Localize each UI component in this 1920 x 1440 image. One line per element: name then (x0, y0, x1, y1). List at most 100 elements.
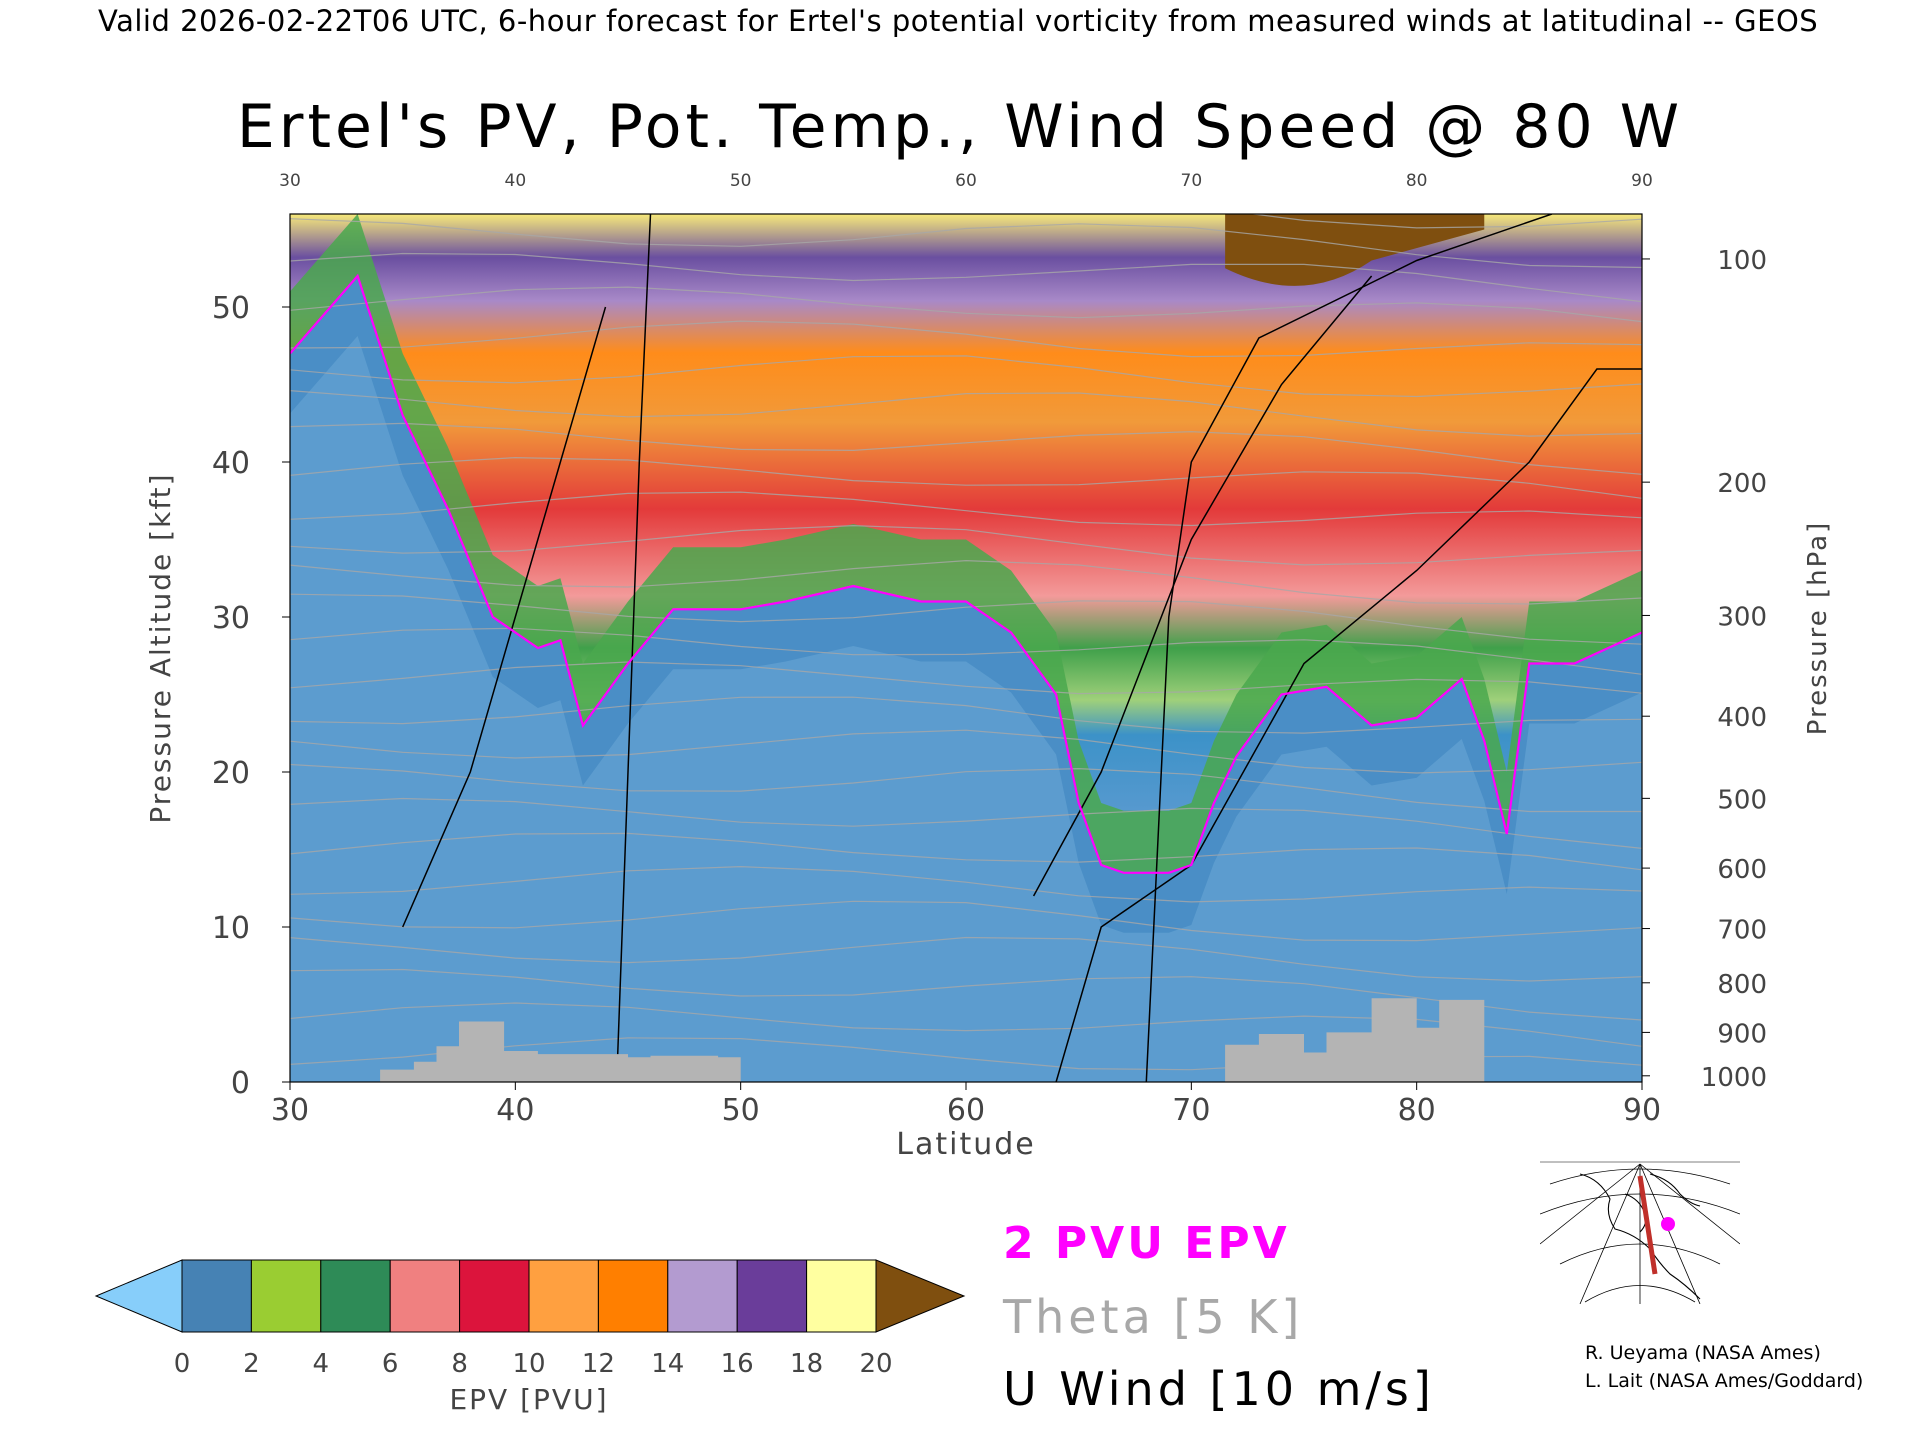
pressure-tick-label: 800 (1717, 970, 1767, 1000)
colorbar-tick-label: 10 (512, 1349, 545, 1379)
colorbar-tick-label: 8 (451, 1349, 468, 1379)
wind-contour (1032, 275, 1373, 897)
y-tick-label: 30 (212, 601, 250, 636)
colorbar-segment (806, 1259, 877, 1333)
pv-2pvu-contour (290, 273, 1642, 874)
theta-contour (290, 865, 1642, 903)
pressure-tick-label: 700 (1717, 916, 1767, 946)
theta-contour (1248, 214, 1642, 229)
legend-pv-label: 2 PVU EPV (1003, 1218, 1290, 1269)
x-top-tick-label: 50 (730, 171, 752, 191)
colorbar-segment (389, 1259, 461, 1333)
inset-map (1540, 1161, 1740, 1304)
pressure-tick-label: 300 (1717, 602, 1767, 632)
pv-troposphere-fill (290, 276, 1642, 1082)
pressure-tick-label: 1000 (1701, 1063, 1767, 1093)
pressure-tick-label: 600 (1717, 855, 1767, 885)
colorbar-segment (528, 1259, 599, 1333)
y-axis-label-right: Pressure [hPa] (1803, 521, 1833, 736)
credit-line-2: L. Lait (NASA Ames/Goddard) (1585, 1370, 1864, 1392)
wind-contour (1145, 214, 1553, 1082)
theta-contour (290, 355, 1642, 398)
theta-contour (290, 763, 1642, 813)
theta-contour (290, 832, 1642, 871)
colorbar-tick-label: 2 (243, 1349, 260, 1379)
y-tick-label: 20 (212, 756, 250, 791)
x-top-tick-label: 60 (955, 171, 977, 191)
theta-contour (290, 696, 1642, 734)
theta-contour (290, 320, 1642, 358)
colorbar-tick-label: 6 (382, 1349, 399, 1379)
theta-contour (290, 524, 1642, 566)
y-tick-label: 0 (231, 1066, 250, 1101)
theta-contour (290, 729, 1642, 774)
x-top-tick-label: 70 (1181, 171, 1203, 191)
colorbar-tick-label: 20 (859, 1349, 892, 1379)
y-tick-label: 40 (212, 446, 250, 481)
pressure-tick-label: 900 (1717, 1019, 1767, 1049)
x-tick-label: 40 (496, 1093, 534, 1128)
terrain (380, 998, 1485, 1082)
x-top-tick-label: 30 (279, 171, 301, 191)
pressure-tick-label: 400 (1717, 703, 1767, 733)
theta-contour (290, 456, 1642, 499)
colorbar-segment (459, 1259, 530, 1333)
pressure-tick-label: 500 (1717, 785, 1767, 815)
theta-contour (290, 252, 1642, 303)
colorbar-extend-high (875, 1259, 966, 1333)
colorbar-segment (250, 1259, 322, 1333)
legend-theta-label: Theta [5 K] (1003, 1290, 1304, 1344)
theta-contour (290, 218, 1642, 269)
theta-contour (290, 390, 1642, 437)
theta-contour (290, 627, 1642, 675)
colorbar-segment (736, 1259, 808, 1333)
x-top-tick-label: 80 (1406, 171, 1428, 191)
credit-line-1: R. Ueyama (NASA Ames) (1585, 1342, 1821, 1364)
y-axis-label-left: Pressure Altitude [kft] (144, 472, 177, 823)
x-top-tick-label: 90 (1631, 171, 1653, 191)
colorbar-tick-label: 0 (174, 1349, 191, 1379)
x-axis-label: Latitude (896, 1127, 1035, 1162)
theta-contour (290, 661, 1642, 695)
legend-wind-label: U Wind [10 m/s] (1003, 1362, 1435, 1416)
forecast-header: Valid 2026-02-22T06 UTC, 6-hour forecast… (98, 4, 1819, 38)
pv-high-cap (1225, 214, 1485, 286)
theta-contour (290, 559, 1642, 605)
theta-contour (290, 286, 1642, 323)
pressure-tick-label: 200 (1717, 469, 1767, 499)
chart-title: Ertel's PV, Pot. Temp., Wind Speed @ 80 … (236, 92, 1684, 162)
theta-contour (290, 797, 1642, 849)
x-tick-label: 80 (1398, 1093, 1436, 1128)
theta-contour (290, 968, 1642, 1021)
x-tick-label: 70 (1172, 1093, 1210, 1128)
x-tick-label: 50 (722, 1093, 760, 1128)
theta-contour (290, 900, 1642, 942)
colorbar-segment (667, 1259, 738, 1333)
x-tick-label: 90 (1623, 1093, 1661, 1128)
x-tick-label: 60 (947, 1093, 985, 1128)
pv-troposphere-shade (290, 336, 1642, 1082)
theta-contour (290, 491, 1642, 527)
pv-transition-band (290, 214, 1642, 872)
colorbar-tick-label: 16 (721, 1349, 754, 1379)
colorbar-segment (597, 1259, 669, 1333)
colorbar-tick-label: 4 (313, 1349, 330, 1379)
colorbar-segment (181, 1259, 252, 1333)
wind-contour (402, 306, 607, 928)
x-tick-label: 30 (271, 1093, 309, 1128)
colorbar-extend-low (94, 1259, 183, 1333)
colorbar-tick-label: 14 (651, 1349, 684, 1379)
wind-contour (1055, 368, 1642, 1082)
colorbar-tick-label: 18 (790, 1349, 823, 1379)
y-tick-label: 10 (212, 911, 250, 946)
theta-contour (290, 422, 1642, 475)
wind-contour (615, 214, 652, 1082)
pressure-tick-label: 100 (1717, 246, 1767, 276)
inset-marker (1661, 1217, 1675, 1231)
colorbar-tick-label: 12 (582, 1349, 615, 1379)
x-top-tick-label: 40 (505, 171, 527, 191)
inset-section-line (1637, 1175, 1658, 1275)
colorbar-segment (320, 1259, 391, 1333)
colorbar-label: EPV [PVU] (449, 1383, 608, 1416)
